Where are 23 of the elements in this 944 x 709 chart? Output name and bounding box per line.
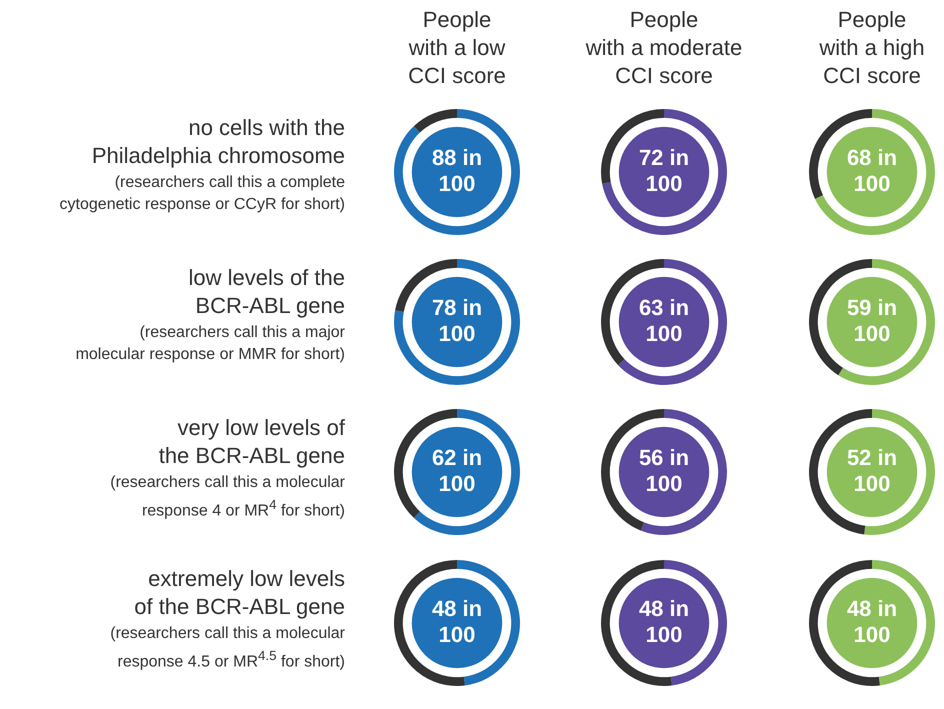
text: (researchers call this a molecular response 4.5 or MR$^{4.5}$ for short) [109, 624, 345, 672]
data-label: 78 in 100 [432, 295, 482, 346]
data-label: 63 in 100 [638, 295, 690, 346]
data-label: 88 in 100 [432, 145, 482, 196]
data-label: 68 in 100 [846, 145, 898, 196]
data-label: 59 in 100 [846, 295, 898, 346]
text: very low levels of the BCR-ABL gene [158, 414, 345, 470]
data-label: 62 in 100 [432, 445, 482, 496]
text: (researchers call this a major molecular response or MMR for short) [74, 323, 345, 365]
text: no cells with the Philadelphia chromosome [90, 114, 345, 170]
text: low levels of the BCR-ABL gene [187, 264, 345, 320]
data-label: 72 in 100 [638, 145, 690, 196]
text: People with a moderate CCI score [584, 6, 744, 90]
data-label: 48 in 100 [846, 596, 898, 648]
data-label: 56 in 100 [638, 445, 690, 496]
text: People with a high CCI score [818, 6, 926, 90]
text: (researchers call this a molecular response 4 or MR$^{4}$ for short) [109, 473, 345, 522]
text: (researchers call this a complete cytogenetic response or CCyR for short) [58, 173, 345, 215]
data-label: 52 in 100 [846, 445, 898, 496]
data-label: 48 in 100 [432, 596, 482, 648]
text: extremely low levels of the BCR-ABL gene [133, 565, 345, 621]
data-label: 48 in 100 [638, 596, 690, 648]
text: People with a low CCI score [407, 6, 507, 90]
